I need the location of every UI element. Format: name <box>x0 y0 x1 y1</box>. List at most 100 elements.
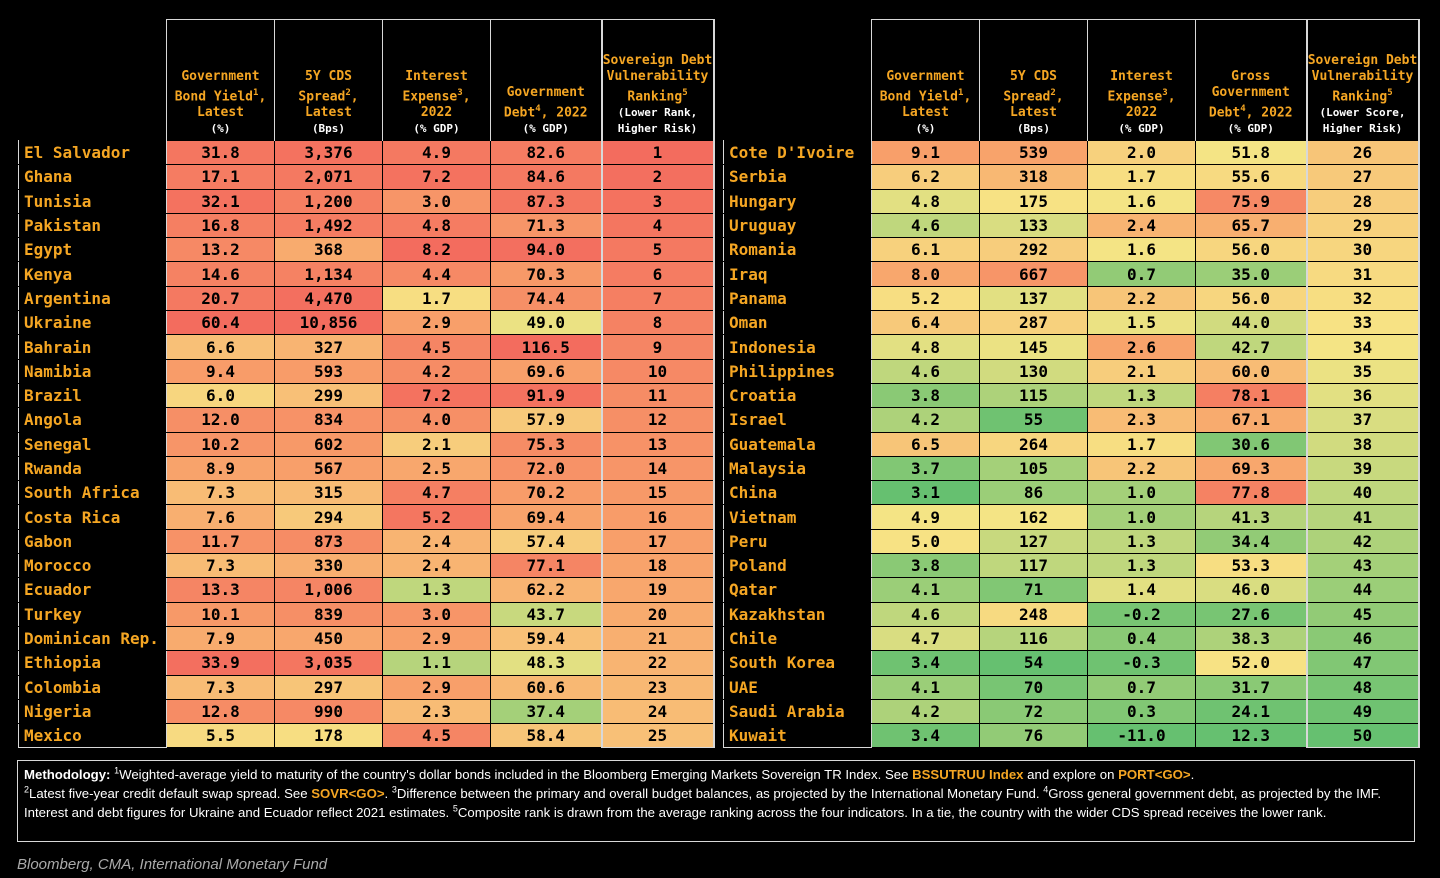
interest-expense-cell: 2.1 <box>382 431 491 457</box>
header-title: Sovereign Debt Vulnerability Ranking <box>1307 52 1418 104</box>
interest-expense-cell: 1.3 <box>1087 382 1196 409</box>
cds-spread-cell: 1,492 <box>274 212 383 239</box>
header-unit: (Lower Score, Higher Risk) <box>1319 106 1406 135</box>
bond-yield-cell: 4.6 <box>871 358 980 384</box>
interest-expense-cell: 1.6 <box>1087 237 1196 263</box>
footnote-2: Latest five-year credit default swap spr… <box>29 786 312 801</box>
left-header-ranking: Sovereign Debt Vulnerability Ranking5 (Lo… <box>600 19 715 141</box>
footnote-1: Weighted-average yield to maturity of th… <box>119 767 913 782</box>
methodology-label: Methodology: <box>24 767 111 782</box>
country-cell: Ethiopia <box>18 650 167 676</box>
table-row: Cote D'Ivoire 9.1 539 2.0 51.8 26 <box>723 139 1420 166</box>
country-cell: Chile <box>723 625 872 652</box>
ranking-cell: 6 <box>600 261 715 287</box>
port-go-link[interactable]: PORT<GO> <box>1118 767 1191 782</box>
government-debt-cell: 60.0 <box>1195 358 1307 384</box>
cds-spread-cell: 294 <box>274 504 383 530</box>
interest-expense-cell: 1.0 <box>1087 480 1196 506</box>
interest-expense-cell: 2.1 <box>1087 358 1196 384</box>
header-unit: (Lower Rank, Higher Risk) <box>617 106 698 135</box>
table-row: Vietnam 4.9 162 1.0 41.3 41 <box>723 504 1420 530</box>
cds-spread-cell: 70 <box>979 674 1088 700</box>
government-debt-cell: 77.8 <box>1195 480 1307 506</box>
cds-spread-cell: 330 <box>274 553 383 579</box>
bond-yield-cell: 4.8 <box>871 334 980 360</box>
government-debt-cell: 27.6 <box>1195 601 1307 627</box>
government-debt-cell: 44.0 <box>1195 310 1307 336</box>
country-cell: Serbia <box>723 164 872 190</box>
header-footnote-marker: 5 <box>1387 87 1393 98</box>
country-cell: Ukraine <box>18 310 167 336</box>
country-cell: Vietnam <box>723 504 872 530</box>
ranking-cell: 35 <box>1305 358 1420 384</box>
header-suffix: , Latest <box>902 89 972 120</box>
interest-expense-cell: 1.3 <box>382 577 491 603</box>
cds-spread-cell: 567 <box>274 455 383 482</box>
left-header-interest-expense: Interest Expense3, 2022 (% GDP) <box>382 19 491 141</box>
ranking-cell: 2 <box>600 164 715 190</box>
interest-expense-cell: -11.0 <box>1087 723 1196 749</box>
interest-expense-cell: 1.0 <box>1087 504 1196 530</box>
bond-yield-cell: 14.6 <box>166 261 275 287</box>
cds-spread-cell: 86 <box>979 480 1088 506</box>
government-debt-cell: 59.4 <box>490 625 602 652</box>
cds-spread-cell: 2,071 <box>274 164 383 190</box>
header-title: 5Y CDS Spread <box>298 68 352 104</box>
table-row: Iraq 8.0 667 0.7 35.0 31 <box>723 261 1420 287</box>
bond-yield-cell: 6.0 <box>166 382 275 409</box>
interest-expense-cell: 1.3 <box>1087 553 1196 579</box>
header-suffix: , 2022 <box>540 105 588 120</box>
ranking-cell: 5 <box>600 237 715 263</box>
table-row: Chile 4.7 116 0.4 38.3 46 <box>723 625 1420 652</box>
interest-expense-cell: 2.9 <box>382 310 491 336</box>
bond-yield-cell: 20.7 <box>166 285 275 312</box>
bond-yield-cell: 12.8 <box>166 698 275 725</box>
table-row: Kazakhstan 4.6 248 -0.2 27.6 45 <box>723 601 1420 627</box>
interest-expense-cell: 2.5 <box>382 455 491 482</box>
header-footnote-marker: 5 <box>682 87 688 98</box>
cds-spread-cell: 873 <box>274 528 383 555</box>
header-title: Interest Expense <box>1107 68 1173 104</box>
cds-spread-cell: 1,006 <box>274 577 383 603</box>
country-cell: El Salvador <box>18 139 167 166</box>
cds-spread-cell: 297 <box>274 674 383 700</box>
methodology-note: Methodology: 1Weighted-average yield to … <box>17 760 1415 842</box>
country-cell: Romania <box>723 237 872 263</box>
interest-expense-cell: -0.2 <box>1087 601 1196 627</box>
cds-spread-cell: 4,470 <box>274 285 383 312</box>
bond-yield-cell: 3.8 <box>871 382 980 409</box>
bond-yield-cell: 4.9 <box>871 504 980 530</box>
table-row: Morocco 7.3 330 2.4 77.1 18 <box>18 553 715 579</box>
cds-spread-cell: 133 <box>979 212 1088 239</box>
ranking-cell: 21 <box>600 625 715 652</box>
government-debt-cell: 69.6 <box>490 358 602 384</box>
cds-spread-cell: 116 <box>979 625 1088 652</box>
header-suffix: , Latest <box>197 89 267 120</box>
cds-spread-cell: 162 <box>979 504 1088 530</box>
ranking-cell: 34 <box>1305 334 1420 360</box>
bond-yield-cell: 32.1 <box>166 188 275 214</box>
left-header-government-debt: Government Debt4, 2022 (% GDP) <box>490 19 602 141</box>
footnote-5: Composite rank is drawn from the average… <box>457 805 1327 820</box>
cds-spread-cell: 1,200 <box>274 188 383 214</box>
sovr-go-link[interactable]: SOVR<GO> <box>311 786 385 801</box>
bond-yield-cell: 4.2 <box>871 698 980 725</box>
ranking-cell: 15 <box>600 480 715 506</box>
table-row: Philippines 4.6 130 2.1 60.0 35 <box>723 358 1420 384</box>
government-debt-cell: 71.3 <box>490 212 602 239</box>
country-cell: Dominican Rep. <box>18 625 167 652</box>
header-title: Government Bond Yield <box>879 68 965 104</box>
government-debt-cell: 46.0 <box>1195 577 1307 603</box>
government-debt-cell: 57.9 <box>490 407 602 433</box>
bssutruu-index-link[interactable]: BSSUTRUU Index <box>912 767 1024 782</box>
ranking-cell: 23 <box>600 674 715 700</box>
table-row: Bahrain 6.6 327 4.5 116.5 9 <box>18 334 715 360</box>
header-unit: (% GDP) <box>1118 122 1165 135</box>
table-row: Ukraine 60.4 10,856 2.9 49.0 8 <box>18 310 715 336</box>
source-note: Bloomberg, CMA, International Monetary F… <box>17 856 328 873</box>
table-row: Angola 12.0 834 4.0 57.9 12 <box>18 407 715 433</box>
interest-expense-cell: 8.2 <box>382 237 491 263</box>
country-cell: Kuwait <box>723 723 872 749</box>
ranking-cell: 46 <box>1305 625 1420 652</box>
table-row: Saudi Arabia 4.2 72 0.3 24.1 49 <box>723 698 1420 725</box>
